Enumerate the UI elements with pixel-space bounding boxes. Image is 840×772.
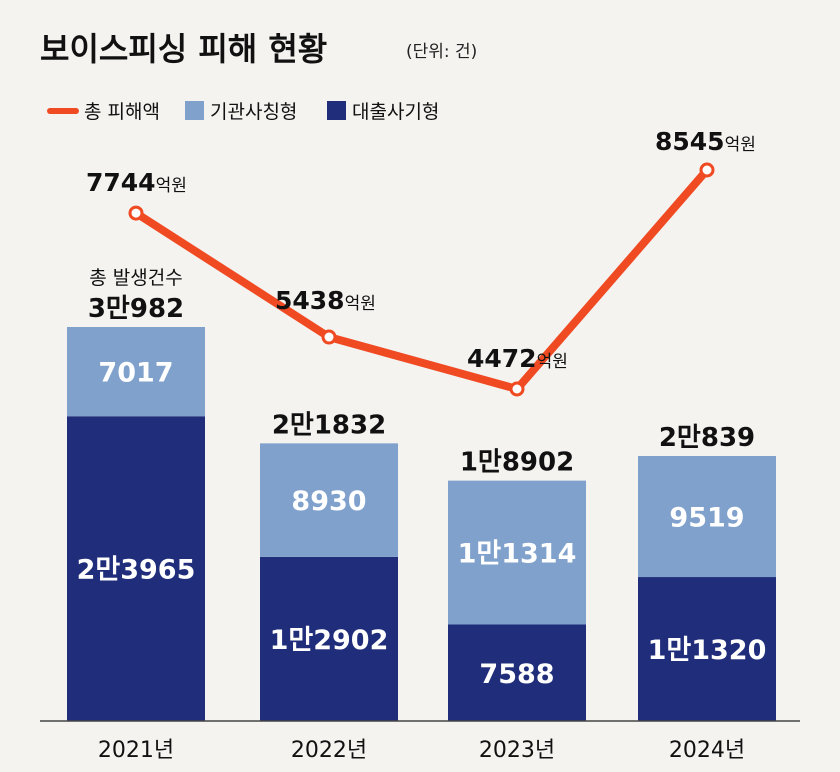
x-tick-label: 2022년	[291, 738, 367, 763]
damage-point	[509, 381, 525, 397]
bar-agency-fraud	[260, 443, 398, 557]
bar-value-label: 9519	[669, 503, 744, 534]
total-count-label: 3만982	[88, 294, 184, 324]
damage-line	[132, 166, 711, 393]
legend-label-agency: 기관사칭형	[210, 101, 297, 123]
bar-loan-fraud	[67, 416, 205, 721]
damage-value-label: 7744억원	[86, 168, 187, 197]
legend-box-icon	[327, 101, 346, 120]
bar-value-label: 7017	[98, 358, 173, 389]
bar-value-label: 1만1320	[648, 635, 767, 666]
bar-value-label: 7588	[479, 659, 554, 690]
total-count-label: 2만1832	[272, 410, 386, 440]
x-tick-label: 2023년	[479, 738, 555, 763]
legend-label-total-damage: 총 피해액	[84, 101, 160, 123]
bars-layer	[67, 327, 776, 721]
damage-point	[128, 205, 144, 221]
bar-agency-fraud	[67, 327, 205, 417]
total-count-label: 1만8902	[460, 448, 574, 478]
damage-value-label: 5438억원	[275, 286, 376, 315]
damage-point	[699, 162, 715, 178]
damage-point	[321, 329, 337, 345]
chart-title: 보이스피싱 피해 현황	[40, 30, 327, 68]
line-layer	[128, 162, 715, 397]
bar-value-label: 1만1314	[458, 539, 577, 570]
unit-note: (단위: 건)	[406, 42, 477, 62]
total-count-label: 2만839	[659, 423, 755, 453]
bar-agency-fraud	[638, 455, 776, 578]
x-tick-label: 2021년	[98, 738, 174, 763]
damage-value-label: 4472억원	[467, 344, 568, 373]
x-tick-label: 2024년	[669, 738, 745, 763]
bar-value-label: 2만3965	[77, 555, 196, 586]
bar-value-label: 8930	[291, 486, 366, 517]
bar-value-label: 1만2902	[270, 625, 389, 656]
damage-value-label: 8545억원	[655, 127, 756, 156]
legend-box-icon	[185, 101, 204, 120]
bar-loan-fraud	[638, 577, 776, 721]
bar-loan-fraud	[448, 624, 586, 721]
bar-agency-fraud	[448, 480, 586, 625]
legend-label-loan: 대출사기형	[352, 101, 439, 123]
bar-loan-fraud	[260, 556, 398, 721]
total-caption: 총 발생건수	[89, 267, 182, 289]
legend: 총 피해액 기관사칭형 대출사기형	[47, 101, 439, 123]
labels-layer: 2만3965 7017 3만982 총 발생건수 2021년 1만2902 8930 2만18…	[77, 127, 767, 763]
